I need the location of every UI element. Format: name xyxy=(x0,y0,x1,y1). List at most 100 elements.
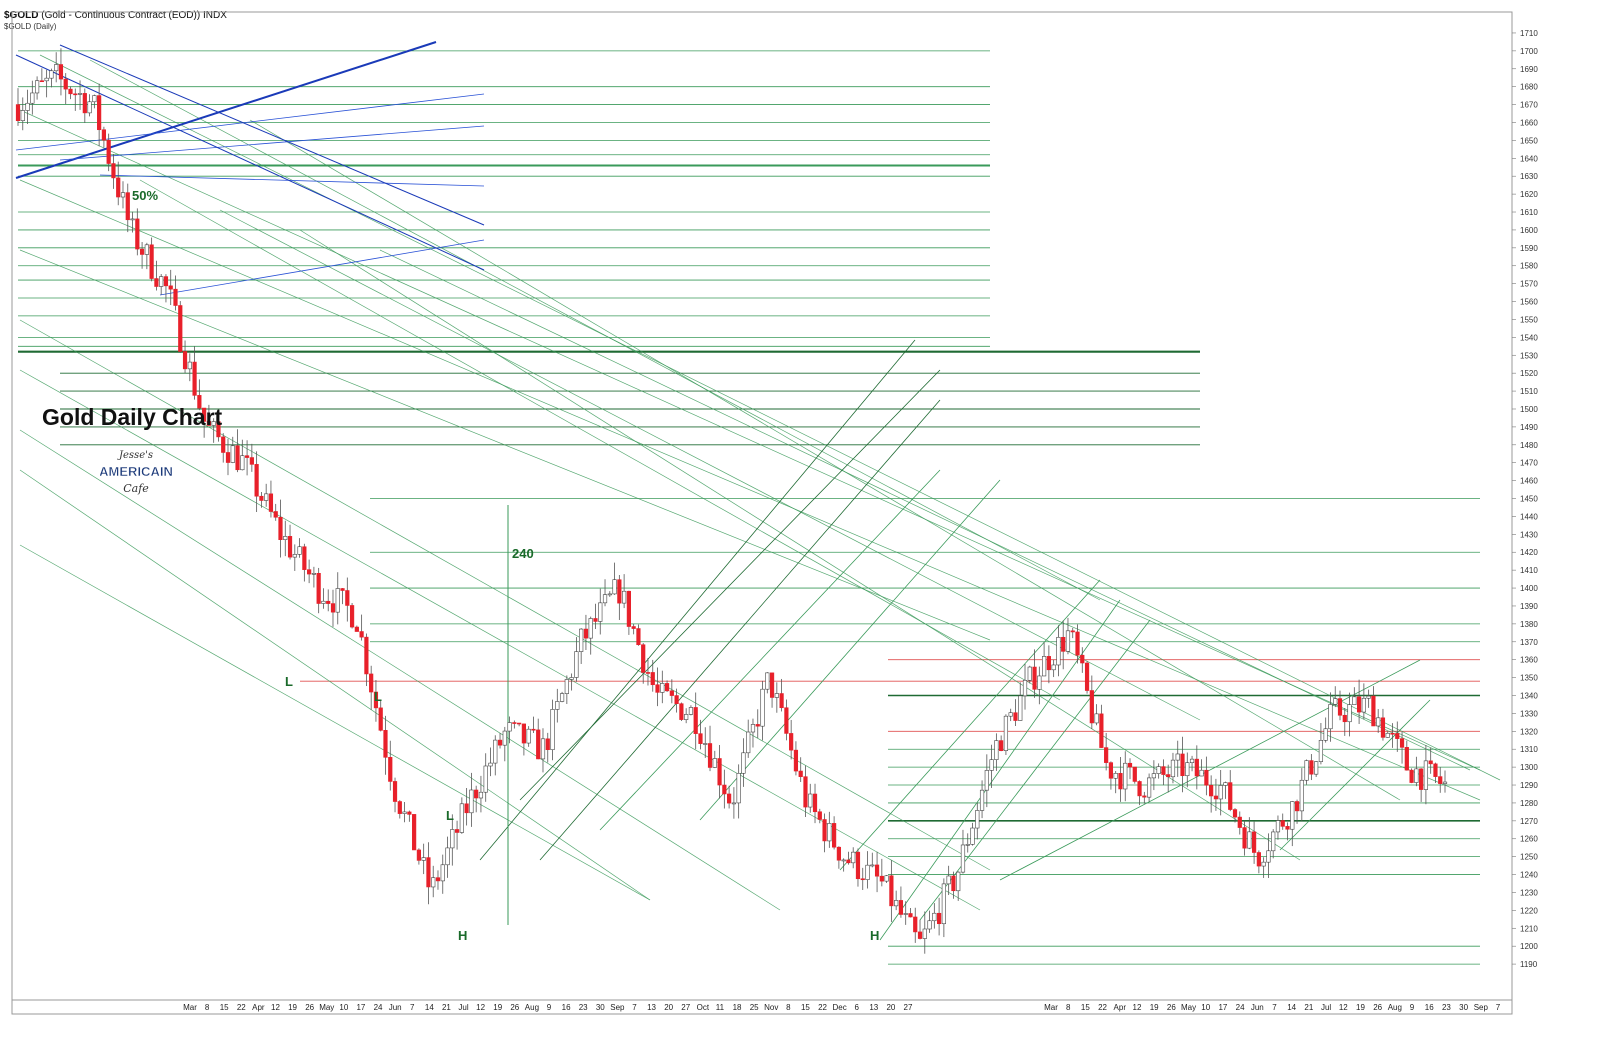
rising-trend-line xyxy=(839,579,1101,871)
candle-body xyxy=(34,80,40,94)
candle-body xyxy=(994,740,999,760)
x-tick-label: 7 xyxy=(410,1003,415,1012)
y-tick-label: 1460 xyxy=(1520,477,1538,486)
candle-body xyxy=(679,703,684,720)
diagonal-trend-line xyxy=(379,249,1471,771)
candle-body xyxy=(292,554,297,558)
annotation-label: H xyxy=(458,928,467,943)
y-tick-label: 1420 xyxy=(1520,548,1538,557)
x-tick-label: 9 xyxy=(1410,1003,1415,1012)
x-tick-label: Apr xyxy=(1114,1003,1127,1012)
diagonal-trend-line xyxy=(19,429,781,911)
candle-body xyxy=(206,421,212,426)
candle-body xyxy=(297,546,302,555)
candle-body xyxy=(913,916,918,933)
y-tick-label: 1650 xyxy=(1520,136,1538,145)
candle-body xyxy=(789,733,794,751)
y-tick-label: 1470 xyxy=(1520,459,1538,468)
candle-body xyxy=(249,457,254,465)
candle-body xyxy=(607,593,612,596)
candle-body xyxy=(927,920,932,930)
candle-body xyxy=(750,724,756,733)
x-tick-label: Jun xyxy=(1251,1003,1264,1012)
x-tick-label: 26 xyxy=(305,1003,314,1012)
x-tick-label: 26 xyxy=(1373,1003,1382,1012)
candle-body xyxy=(779,693,784,709)
candle-body xyxy=(722,784,727,795)
candle-body xyxy=(340,588,345,591)
candle-body xyxy=(984,770,989,791)
annotation-label: L xyxy=(446,808,454,823)
candle-body xyxy=(1433,763,1438,777)
candle-body xyxy=(1209,784,1214,797)
candle-body xyxy=(884,875,889,882)
rising-trend-line xyxy=(699,479,1001,821)
candle-body xyxy=(1280,820,1285,827)
candle-body xyxy=(388,757,393,782)
x-tick-label: 8 xyxy=(786,1003,791,1012)
candle-body xyxy=(307,569,312,575)
x-tick-label: 14 xyxy=(425,1003,434,1012)
candle-body xyxy=(163,276,169,287)
y-tick-label: 1250 xyxy=(1520,853,1538,862)
candle-body xyxy=(569,677,574,680)
x-tick-label: 20 xyxy=(664,1003,673,1012)
candle-body xyxy=(1304,760,1309,781)
candle-body xyxy=(216,421,221,438)
candle-body xyxy=(178,305,183,352)
candle-body xyxy=(669,690,674,696)
x-tick-label: 17 xyxy=(1218,1003,1227,1012)
blue-channel-line xyxy=(99,174,485,187)
y-tick-label: 1710 xyxy=(1520,29,1538,38)
candle-body xyxy=(521,723,526,744)
candle-body xyxy=(588,618,593,639)
candle-body xyxy=(1027,666,1032,681)
chart-header-subtitle: $GOLD (Daily) xyxy=(4,22,57,31)
candle-body xyxy=(874,864,880,877)
diagonal-trend-line xyxy=(139,179,1061,701)
candle-body xyxy=(454,829,460,833)
diagonal-trend-line xyxy=(39,54,1501,781)
candle-body xyxy=(1123,762,1128,790)
candle-body xyxy=(39,80,44,83)
candle-body xyxy=(330,603,336,613)
candle-body xyxy=(1356,696,1362,713)
candle-body xyxy=(631,626,636,629)
rising-trend-line xyxy=(479,339,916,861)
candle-body xyxy=(517,722,522,725)
candle-body xyxy=(817,811,822,820)
candle-body xyxy=(755,724,760,727)
candle-body xyxy=(1204,769,1209,786)
x-tick-label: 19 xyxy=(493,1003,502,1012)
candle-body xyxy=(130,218,135,221)
candle-body xyxy=(941,883,946,925)
y-tick-label: 1630 xyxy=(1520,172,1538,181)
y-tick-label: 1530 xyxy=(1520,351,1538,360)
x-tick-label: 22 xyxy=(1098,1003,1107,1012)
diagonal-trend-line xyxy=(19,544,651,901)
x-tick-label: 19 xyxy=(1356,1003,1365,1012)
candle-body xyxy=(30,92,35,104)
candle-body xyxy=(526,728,531,744)
y-tick-label: 1200 xyxy=(1520,942,1538,951)
candle-body xyxy=(1194,758,1199,777)
blue-channel-line xyxy=(59,44,485,226)
candle-body xyxy=(182,351,188,370)
candle-body xyxy=(1022,679,1028,697)
candle-body xyxy=(970,827,975,845)
y-tick-label: 1480 xyxy=(1520,441,1538,450)
candle-body xyxy=(841,859,846,862)
x-tick-label: Jun xyxy=(389,1003,402,1012)
candle-body xyxy=(1399,738,1405,748)
candle-body xyxy=(450,829,455,849)
candle-body xyxy=(879,875,884,882)
candle-body xyxy=(1299,779,1304,812)
candle-body xyxy=(1438,776,1443,784)
x-tick-label: 23 xyxy=(579,1003,588,1012)
candle-body xyxy=(889,875,894,907)
candle-body xyxy=(321,600,326,604)
candle-body xyxy=(1419,768,1424,790)
x-tick-label: Apr xyxy=(252,1003,265,1012)
candle-body xyxy=(1380,717,1386,738)
